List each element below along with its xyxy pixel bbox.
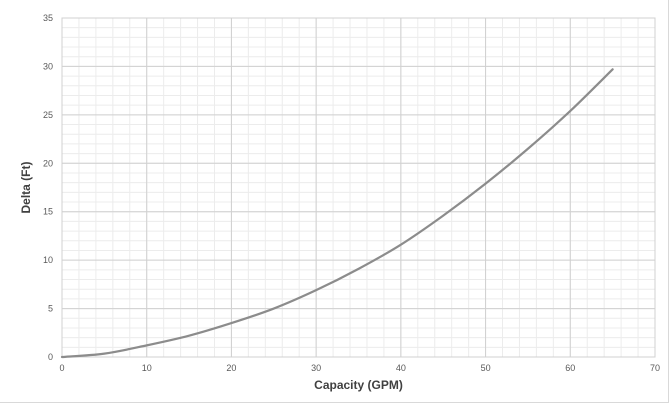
x-axis-ticks: 0 10 20 30 40 50 60 70	[59, 363, 660, 373]
x-tick-label: 30	[311, 363, 321, 373]
x-tick-label: 0	[59, 363, 64, 373]
x-axis-title: Capacity (GPM)	[314, 378, 403, 392]
x-tick-label: 10	[142, 363, 152, 373]
y-tick-label: 5	[48, 304, 53, 314]
y-tick-label: 35	[43, 13, 53, 23]
x-tick-label: 60	[565, 363, 575, 373]
y-axis-title: Delta (Ft)	[19, 162, 33, 214]
major-gridlines	[61, 17, 656, 358]
minor-gridlines	[61, 17, 656, 358]
y-axis-ticks: 0 5 10 15 20 25 30 35	[43, 13, 53, 362]
y-tick-label: 30	[43, 61, 53, 71]
y-tick-label: 0	[48, 352, 53, 362]
x-tick-label: 50	[481, 363, 491, 373]
series-line-0	[60, 68, 614, 359]
plot-area-border	[61, 17, 656, 358]
x-tick-label: 40	[396, 363, 406, 373]
x-tick-label: 70	[650, 363, 660, 373]
series-layer	[60, 68, 614, 359]
plot-border	[61, 17, 656, 358]
y-tick-label: 25	[43, 110, 53, 120]
y-tick-label: 15	[43, 207, 53, 217]
x-tick-label: 20	[226, 363, 236, 373]
y-tick-label: 10	[43, 255, 53, 265]
y-tick-label: 20	[43, 158, 53, 168]
